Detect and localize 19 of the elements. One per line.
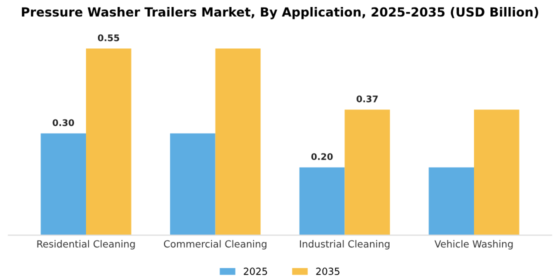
chart-title: Pressure Washer Trailers Market, By Application, 2025-2035 (USD Billion) — [22, 7, 538, 20]
data-label: 0.55 — [98, 34, 120, 42]
data-label: 0.20 — [311, 153, 333, 160]
bar — [215, 48, 261, 236]
data-label: 0.30 — [52, 119, 74, 126]
x-tick-label: Residential Cleaning — [37, 240, 135, 250]
legend-label: 2025 — [244, 268, 267, 275]
bar — [428, 167, 474, 236]
bar — [86, 48, 132, 236]
bar — [344, 110, 390, 236]
data-label: 0.37 — [356, 95, 378, 102]
x-tick-label: Industrial Cleaning — [300, 240, 390, 250]
x-tick-label: Vehicle Washing — [434, 240, 513, 250]
bar — [299, 167, 345, 236]
x-tick-label: Commercial Cleaning — [164, 240, 266, 250]
legend-label: 2035 — [316, 268, 340, 275]
bar — [40, 133, 86, 236]
bar — [170, 133, 216, 236]
bar — [474, 110, 520, 236]
